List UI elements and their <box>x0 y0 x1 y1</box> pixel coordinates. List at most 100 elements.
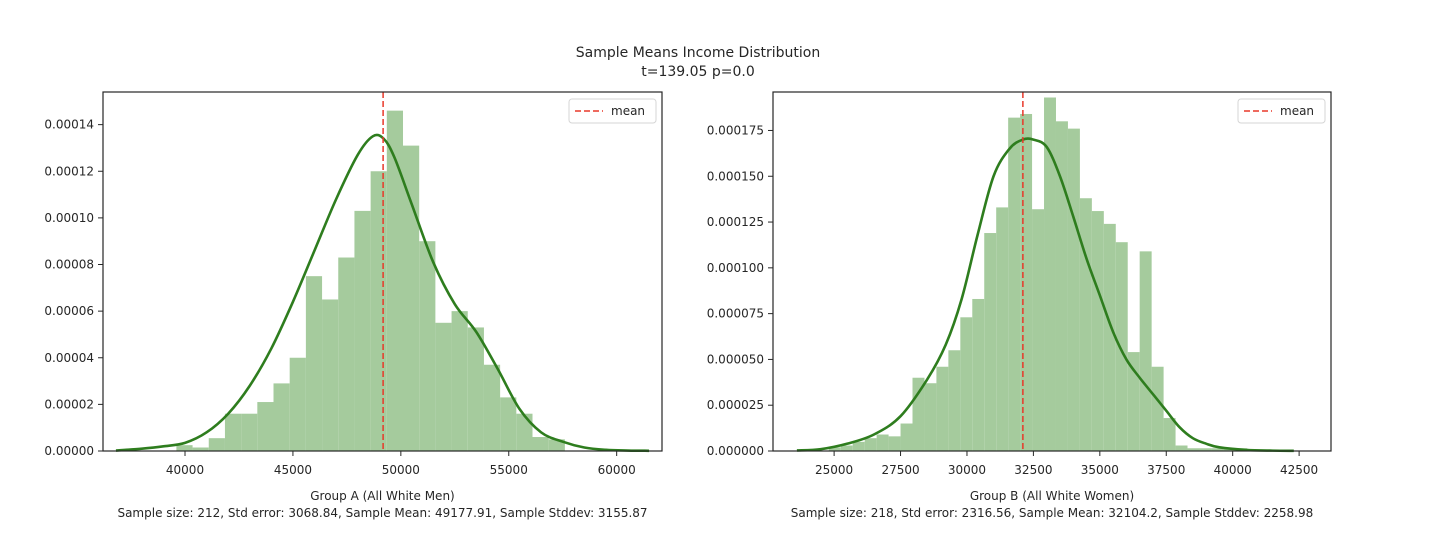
y-tick-label: 0.000075 <box>707 307 764 321</box>
histogram-bar <box>912 377 925 451</box>
y-tick-label: 0.000100 <box>707 261 764 275</box>
x-tick-label: 60000 <box>598 463 636 477</box>
histogram-bar <box>257 402 274 451</box>
legend-box <box>568 98 657 124</box>
x-tick-label: 30000 <box>948 463 986 477</box>
histogram-bar <box>483 364 501 451</box>
x-tick-label: 32500 <box>1014 463 1052 477</box>
x-axis-group-b: 25000 27500 30000 32500 35000 37500 40000 42500 <box>815 451 1318 477</box>
panel-group-b: 0.000000 0.000025 0.000050 0.000075 0.000100… <box>707 91 1332 520</box>
histogram-bar <box>192 447 209 451</box>
histogram-bar <box>224 413 242 451</box>
x-tick-label: 40000 <box>166 463 204 477</box>
histogram-bar <box>1115 242 1128 451</box>
histogram-bar <box>924 383 937 451</box>
histogram-bar <box>1091 211 1104 451</box>
histogram-bar <box>289 357 306 451</box>
kde-curve-group-b <box>796 137 1294 453</box>
y-tick-label: 0.00010 <box>44 211 94 225</box>
histogram-bar <box>338 257 355 451</box>
histogram-bar <box>828 447 841 451</box>
histogram-bar <box>996 207 1009 451</box>
histogram-bar <box>208 438 225 451</box>
histogram-bar <box>548 439 565 451</box>
histogram-bar <box>840 445 853 451</box>
x-tick-label: 37500 <box>1147 463 1185 477</box>
histogram-bar <box>1079 198 1092 451</box>
x-tick-label: 27500 <box>881 463 919 477</box>
x-tick-label: 35000 <box>1081 463 1119 477</box>
histogram-bar <box>1139 251 1152 451</box>
x-axis-sublabel-group-a: Sample size: 212, Std error: 3068.84, Sa… <box>117 506 647 520</box>
histogram-bar <box>241 413 258 451</box>
y-tick-label: 0.00006 <box>44 304 94 318</box>
x-tick-label: 50000 <box>382 463 420 477</box>
x-axis-label-group-a: Group A (All White Men) <box>310 489 454 503</box>
suptitle-line1: Sample Means Income Distribution <box>576 45 820 61</box>
histogram-bar <box>1175 445 1188 451</box>
histogram-bar <box>1032 209 1045 451</box>
histogram-bar <box>403 145 420 451</box>
histogram-bar <box>516 413 533 451</box>
histogram-bar <box>419 241 436 451</box>
histogram-bar <box>972 298 985 451</box>
histogram-bar <box>888 436 901 451</box>
legend-label-mean: mean <box>611 104 645 118</box>
y-tick-label: 0.000125 <box>707 215 764 229</box>
histogram-bar <box>900 423 913 451</box>
legend-box <box>1237 98 1326 124</box>
histogram-bar <box>1127 352 1140 451</box>
y-tick-label: 0.00002 <box>44 397 94 411</box>
histogram-bar <box>435 322 452 451</box>
histogram-bars-group-b <box>828 97 1248 452</box>
y-axis-group-a: 0.00000 0.00002 0.00004 0.00006 0.00008 0.000… <box>44 118 103 458</box>
legend-group-a: mean <box>568 98 657 124</box>
histogram-bar <box>1008 117 1021 452</box>
legend-label-mean: mean <box>1280 104 1314 118</box>
axes-frame-group-b <box>772 91 1332 452</box>
histogram-bar <box>948 350 961 451</box>
histogram-bar <box>1187 448 1200 451</box>
histogram-bar <box>960 317 973 451</box>
x-tick-label: 45000 <box>274 463 312 477</box>
histogram-bar <box>1055 121 1068 451</box>
x-tick-label: 55000 <box>490 463 528 477</box>
histogram-bar <box>370 171 387 451</box>
histogram-bar <box>500 397 517 451</box>
histogram-bar <box>864 438 877 451</box>
x-axis-label-group-b: Group B (All White Women) <box>970 489 1134 503</box>
y-tick-label: 0.00014 <box>44 118 94 132</box>
histogram-bar <box>1163 418 1176 451</box>
y-tick-label: 0.00012 <box>44 164 94 178</box>
panel-group-a: 0.00000 0.00002 0.00004 0.00006 0.00008 0.000… <box>44 91 663 520</box>
histogram-bar <box>273 383 290 451</box>
histogram-bar <box>532 437 549 451</box>
histogram-bar <box>305 276 323 451</box>
x-axis-sublabel-group-b: Sample size: 218, Std error: 2316.56, Sa… <box>791 506 1313 520</box>
histogram-bar <box>176 445 193 451</box>
y-tick-label: 0.000050 <box>707 352 764 366</box>
histogram-bar <box>1211 448 1224 451</box>
histogram-bar <box>467 327 484 451</box>
x-tick-label: 40000 <box>1214 463 1252 477</box>
histogram-bar <box>1151 366 1164 451</box>
histogram-bar <box>1103 223 1116 451</box>
y-axis-group-b: 0.000000 0.000025 0.000050 0.000075 0.000100… <box>707 123 773 458</box>
histogram-bar <box>1020 113 1033 452</box>
legend-group-b: mean <box>1237 98 1326 124</box>
axes-frame-group-a <box>102 91 663 452</box>
histogram-bar <box>936 366 949 451</box>
suptitle-line2: t=139.05 p=0.0 <box>641 64 755 80</box>
y-tick-label: 0.00004 <box>44 351 94 365</box>
y-tick-label: 0.00000 <box>44 444 94 458</box>
histogram-bar <box>451 311 468 451</box>
y-tick-label: 0.000150 <box>707 169 764 183</box>
histogram-bar <box>852 441 865 451</box>
y-tick-label: 0.000000 <box>707 444 764 458</box>
y-tick-label: 0.00008 <box>44 258 94 272</box>
histogram-bar <box>1044 97 1056 451</box>
x-tick-label: 25000 <box>815 463 853 477</box>
y-tick-label: 0.000025 <box>707 398 764 412</box>
histogram-bar <box>876 434 889 451</box>
